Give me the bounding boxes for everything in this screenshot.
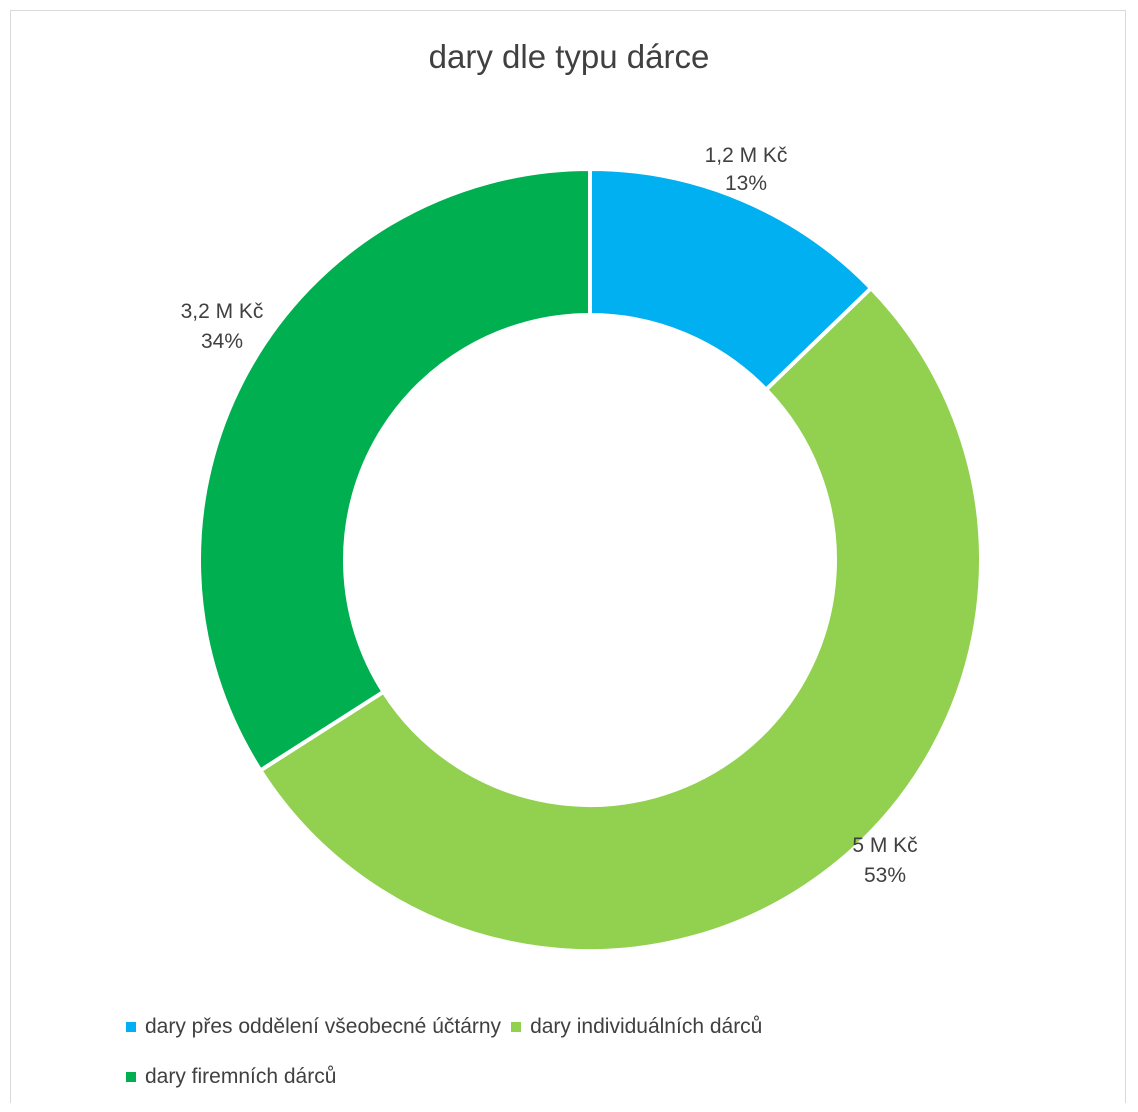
legend-label: dary individuálních dárců [530, 1015, 763, 1038]
legend-row: dary přes oddělení všeobecné účtárny dar… [126, 1012, 772, 1042]
data-label-value: 5 M Kč [852, 834, 917, 857]
data-label-percent: 34% [201, 330, 243, 353]
legend-item-corporate: dary firemních dárců [126, 1065, 336, 1089]
legend: dary přes oddělení všeobecné účtárny dar… [126, 1012, 772, 1112]
chart-title: dary dle typu dárce [428, 38, 710, 75]
data-label-value: 1,2 M Kč [705, 144, 788, 167]
legend-row: dary firemních dárců [126, 1062, 772, 1092]
legend-item-accounting: dary přes oddělení všeobecné účtárny [126, 1015, 501, 1039]
data-label-percent: 13% [725, 172, 767, 195]
legend-label: dary firemních dárců [145, 1065, 337, 1088]
legend-swatch [126, 1022, 136, 1032]
legend-swatch [126, 1072, 136, 1082]
legend-item-individual: dary individuálních dárců [511, 1015, 762, 1039]
data-label-percent: 53% [864, 864, 906, 887]
data-label-value: 3,2 M Kč [181, 300, 264, 323]
legend-swatch [511, 1022, 522, 1032]
legend-label: dary přes oddělení všeobecné účtárny [145, 1015, 502, 1038]
slice-corporate [197, 166, 592, 774]
slice-individual [257, 285, 983, 954]
